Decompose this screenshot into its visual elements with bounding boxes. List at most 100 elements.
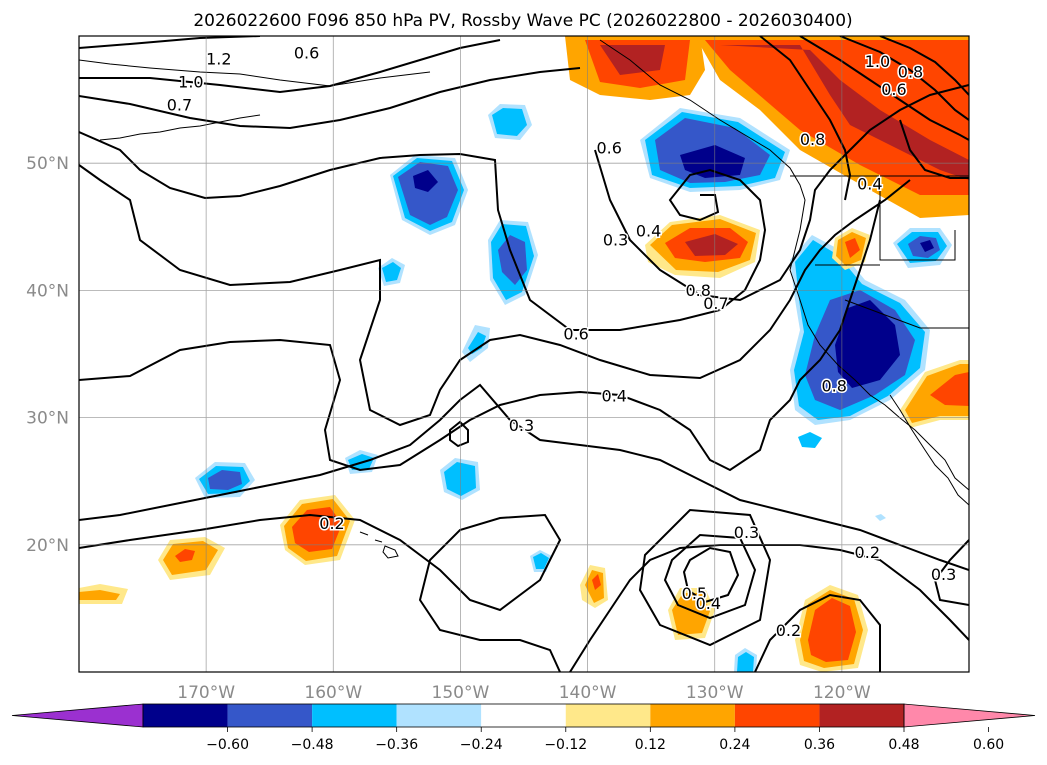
shading-cyan xyxy=(382,262,401,282)
contour-ridge-east-1 xyxy=(759,36,852,201)
contour-0.2 xyxy=(79,513,562,672)
contour-0.3 xyxy=(79,383,969,571)
contour-ridge-east-4 xyxy=(879,36,969,96)
colorbar-tick-label: −0.36 xyxy=(375,737,418,753)
shading-orange xyxy=(672,593,710,635)
contour-label: 0.4 xyxy=(636,221,661,240)
contour-1.0 xyxy=(79,39,501,94)
colorbar-extend-high xyxy=(903,703,1036,728)
contour-label: 0.3 xyxy=(734,523,759,542)
contour-label: 0.2 xyxy=(319,514,344,533)
shading-red xyxy=(592,574,601,590)
colorbar-tick-label: 0.48 xyxy=(888,737,919,753)
contour-label: 0.3 xyxy=(509,416,534,435)
latitude-labels: 20°N 30°N 40°N 50°N xyxy=(26,154,69,556)
shading-red xyxy=(705,40,969,195)
aleutian-islands xyxy=(99,114,261,141)
contour-label: 0.5 xyxy=(682,584,707,603)
contour-label: 0.8 xyxy=(800,130,825,149)
contour-0.3-ring xyxy=(638,508,772,647)
contour-label: 0.4 xyxy=(696,594,721,613)
contour-label: 0.8 xyxy=(898,62,923,81)
colorbar-tick-label: −0.12 xyxy=(544,737,587,753)
map-frame xyxy=(78,35,970,673)
contour-label: 0.6 xyxy=(881,80,906,99)
shading-cyan xyxy=(468,332,486,354)
shading-darkred xyxy=(685,234,738,256)
pv-contours xyxy=(79,36,969,672)
shading-red xyxy=(808,598,856,662)
lon-tick-label: 120°W xyxy=(813,683,871,703)
colorbar: −0.60 −0.48 −0.36 −0.24 −0.12 0.12 0.24 0.36 0.4… xyxy=(11,703,1036,753)
contour-0.7 xyxy=(79,67,581,130)
lon-tick-label: 140°W xyxy=(559,683,617,703)
longitude-labels: 170°W 160°W 150°W 140°W 130°W 120°W xyxy=(177,683,871,703)
lat-tick-label: 20°N xyxy=(26,536,69,556)
contour-ridge-east-5 xyxy=(899,119,969,179)
coastline-north-america xyxy=(599,39,969,491)
shading-cyan xyxy=(798,432,822,448)
contour-label: 0.4 xyxy=(602,387,627,406)
shading-lightblue xyxy=(875,514,886,521)
colorbar-extend-low xyxy=(11,703,144,728)
contour-0.4-ring xyxy=(663,533,757,620)
lon-tick-label: 170°W xyxy=(177,683,235,703)
contour-label: 0.6 xyxy=(596,139,621,158)
lon-tick-label: 130°W xyxy=(686,683,744,703)
pv-anomaly-shading xyxy=(79,36,969,672)
lon-tick-label: 160°W xyxy=(304,683,362,703)
shading-darkred xyxy=(600,45,665,75)
shading-darkred xyxy=(720,45,969,180)
colorbar-swatch xyxy=(143,704,228,727)
colorbar-tick-label: 0.60 xyxy=(973,737,1004,753)
shading-red xyxy=(175,549,195,562)
shading-navy xyxy=(835,300,900,388)
contour-label: 0.3 xyxy=(931,565,956,584)
shading-red xyxy=(845,238,860,258)
colorbar-tick-label: −0.60 xyxy=(206,737,249,753)
contour-label: 1.0 xyxy=(865,52,890,71)
contour-0.5 xyxy=(79,164,911,427)
shading-blue xyxy=(208,470,242,490)
colorbar-swatch xyxy=(312,704,397,727)
colorbar-tick-label: 0.12 xyxy=(635,737,666,753)
lon-tick-label: 150°W xyxy=(432,683,490,703)
contour-0.4 xyxy=(79,199,881,472)
shading-blue xyxy=(398,162,458,225)
hawaii-islands xyxy=(359,531,399,559)
lat-tick-label: 30°N xyxy=(26,409,69,429)
contour-label: 0.7 xyxy=(167,95,192,114)
contour-0.6-north xyxy=(79,131,767,331)
contour-ridge-east-3 xyxy=(839,36,969,121)
contour-label: 0.3 xyxy=(603,230,628,249)
colorbar-tick-label: 0.24 xyxy=(719,737,750,753)
contour-label: 0.7 xyxy=(703,294,728,313)
coastlines xyxy=(79,39,969,559)
colorbar-tick-label: −0.48 xyxy=(291,737,334,753)
map-title: 2026022600 F096 850 hPa PV, Rossby Wave … xyxy=(193,11,852,31)
colorbar-swatch xyxy=(227,704,313,727)
contour-0.2-ring xyxy=(754,593,881,672)
contour-0.3-closed xyxy=(449,420,469,448)
shading-navy xyxy=(413,170,438,192)
shading-red xyxy=(930,372,969,406)
colorbar-swatch xyxy=(650,704,735,727)
shading-navy xyxy=(680,145,745,178)
contour-0.5-ring xyxy=(682,546,740,604)
shading-cyan xyxy=(492,108,527,136)
contour-label: 1.2 xyxy=(206,50,231,69)
coastline-baja xyxy=(889,394,969,506)
contour-1.2 xyxy=(79,36,261,49)
contour-0.3-east xyxy=(933,539,969,606)
contour-label: 0.6 xyxy=(294,43,319,62)
contour-labels: 1.2 0.6 1.0 0.7 0.6 0.3 0.4 0.8 0.7 0.6 0.4 0.3 1.0 0… xyxy=(165,42,958,641)
colorbar-tick-label: −0.24 xyxy=(460,737,503,753)
contour-label: 1.0 xyxy=(178,73,203,92)
contour-label: 0.6 xyxy=(563,324,588,343)
contour-label: 0.8 xyxy=(822,377,847,396)
colorbar-swatch xyxy=(565,704,651,727)
lat-tick-label: 40°N xyxy=(26,281,69,301)
shading-cyan xyxy=(444,462,476,496)
contour-0.6-ridge xyxy=(594,84,969,302)
contour-label: 0.4 xyxy=(857,174,882,193)
